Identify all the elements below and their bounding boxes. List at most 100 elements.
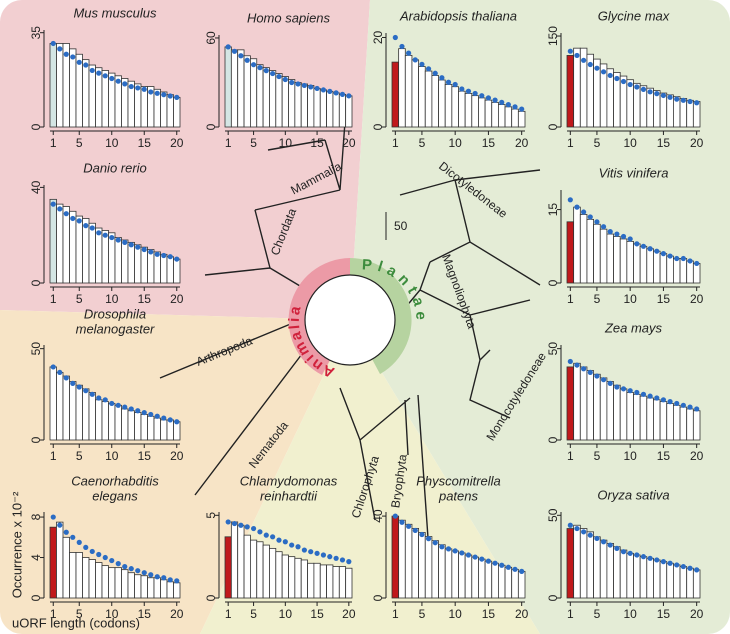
- bar: [424, 536, 433, 599]
- expected-dot: [96, 551, 102, 558]
- expected-dot: [320, 87, 327, 93]
- bar: [307, 562, 315, 599]
- bar: [484, 99, 493, 128]
- x-tick-label: 20: [690, 292, 704, 306]
- expected-dot: [587, 532, 593, 538]
- expected-dot: [640, 243, 647, 249]
- bar: [491, 562, 499, 599]
- expected-dot: [600, 69, 607, 75]
- x-tick-label: 15: [482, 607, 496, 621]
- bar: [573, 47, 581, 128]
- bar: [511, 108, 519, 128]
- y-tick-label: 15: [546, 203, 560, 217]
- bar: [160, 579, 168, 599]
- bar: [458, 552, 466, 599]
- bar: [62, 206, 70, 284]
- x-tick-label: 10: [623, 292, 637, 306]
- bar: [653, 250, 661, 284]
- expected-dot: [50, 40, 56, 47]
- x-tick-label: 1: [50, 607, 57, 621]
- expected-dot: [96, 395, 102, 401]
- y-tick-label: 0: [546, 594, 560, 601]
- expected-dot: [57, 369, 63, 376]
- bar: [249, 58, 258, 128]
- expected-dot: [660, 559, 667, 565]
- bar: [114, 567, 122, 599]
- expected-dot: [439, 544, 445, 550]
- expected-dot: [135, 568, 141, 574]
- bar: [332, 92, 340, 128]
- y-tick-label: 0: [371, 594, 385, 601]
- bar: [444, 84, 453, 128]
- expected-dot: [50, 514, 56, 520]
- expected-dot: [70, 215, 76, 222]
- bar: [108, 567, 116, 599]
- bar: [511, 568, 519, 599]
- bar: [230, 521, 239, 599]
- bar: [692, 263, 701, 284]
- bar: [75, 53, 83, 128]
- expected-dot: [647, 555, 653, 561]
- bar: [692, 569, 701, 599]
- x-tick-label: 5: [250, 607, 257, 621]
- bar: [619, 388, 628, 441]
- expected-dot: [250, 62, 257, 68]
- bar: [262, 544, 270, 599]
- bar: [127, 410, 135, 441]
- expected-dot: [680, 402, 686, 408]
- expected-dot: [50, 364, 56, 370]
- chart-title: patens: [438, 488, 479, 503]
- expected-dot: [141, 409, 147, 416]
- expected-dot: [83, 62, 89, 68]
- expected-dot: [647, 246, 653, 252]
- expected-dot: [128, 242, 134, 248]
- expected-dot: [419, 531, 425, 538]
- expected-dot: [660, 92, 667, 99]
- x-tick-label: 10: [623, 607, 637, 621]
- expected-dot: [89, 67, 95, 74]
- expected-dot: [63, 211, 69, 217]
- bar: [646, 397, 654, 441]
- bar: [579, 214, 588, 284]
- expected-dot: [492, 97, 498, 103]
- expected-dot: [492, 560, 498, 566]
- y-tick-label: 50: [546, 342, 560, 356]
- expected-dot: [574, 362, 580, 368]
- bar: [424, 70, 433, 128]
- bar: [108, 403, 116, 441]
- expected-dot: [694, 100, 700, 106]
- bar: [458, 90, 466, 128]
- y-axis-label: Occurrence x 10⁻²: [9, 491, 24, 598]
- expected-dot: [346, 559, 352, 565]
- expected-dot: [627, 236, 633, 242]
- expected-dot: [148, 572, 154, 578]
- expected-dot: [135, 85, 141, 91]
- bar: [613, 384, 621, 441]
- x-tick-label: 15: [138, 292, 152, 306]
- x-tick-label: 20: [342, 607, 356, 621]
- bar: [619, 549, 628, 599]
- expected-dot: [270, 534, 276, 540]
- expected-dot: [452, 81, 458, 88]
- bar: [166, 256, 174, 284]
- bar: [626, 240, 634, 284]
- bar: [88, 222, 96, 284]
- expected-dot: [109, 75, 115, 82]
- bar: [224, 46, 232, 128]
- bar: [418, 532, 426, 599]
- expected-dot: [432, 540, 438, 546]
- bar: [411, 527, 420, 599]
- x-tick-label: 20: [690, 136, 704, 150]
- expected-dot: [174, 94, 180, 100]
- x-tick-label: 5: [76, 607, 83, 621]
- y-tick-label: 0: [204, 123, 218, 130]
- expected-dot: [660, 397, 667, 403]
- expected-dot: [607, 72, 613, 79]
- x-tick-label: 1: [392, 136, 399, 150]
- x-tick-label: 15: [138, 607, 152, 621]
- center-circle: [304, 274, 396, 366]
- expected-dot: [600, 377, 607, 383]
- bar: [49, 366, 57, 441]
- chart-title: Chlamydomonas: [240, 473, 338, 488]
